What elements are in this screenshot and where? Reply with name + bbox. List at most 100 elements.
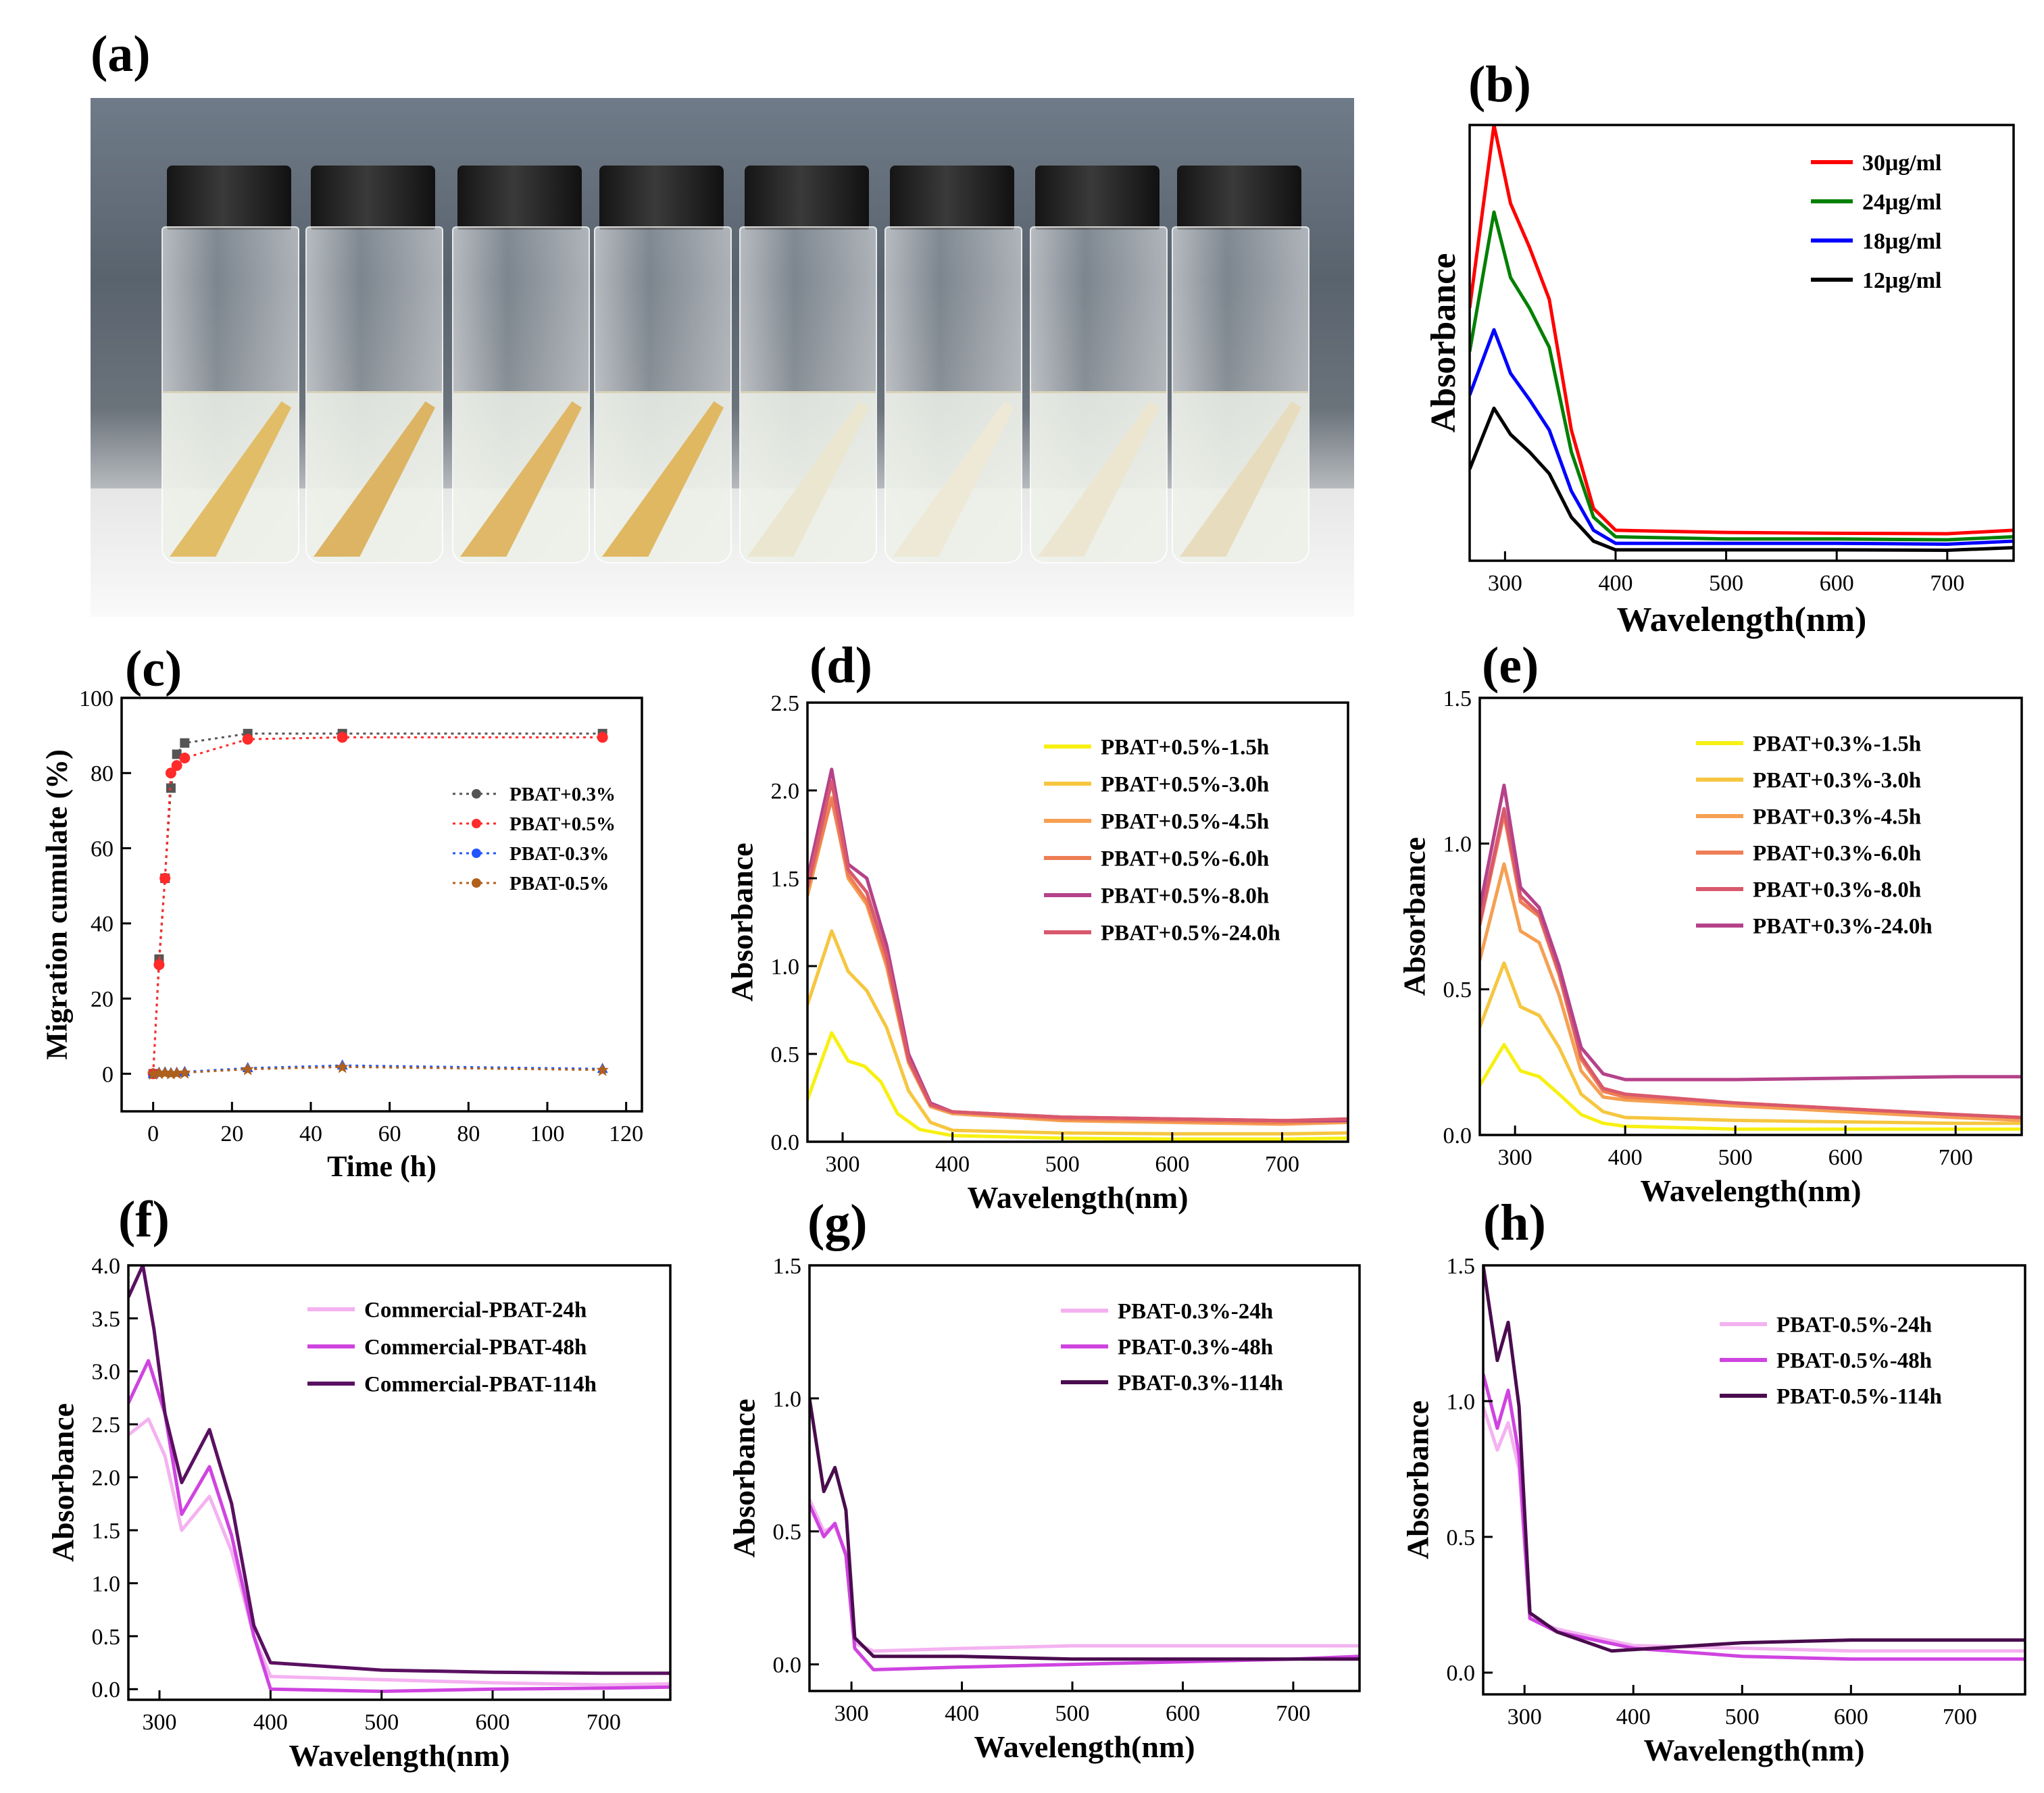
- y-tick-label: 0.0: [771, 1130, 800, 1155]
- series-line: [1470, 210, 2014, 542]
- x-tick-label: 500: [1725, 1704, 1760, 1729]
- panel-label-h: (h): [1483, 1194, 1546, 1251]
- plot-frame: [1482, 1264, 2026, 1696]
- y-tick-label: 0.5: [771, 1042, 800, 1067]
- plot-frame: [1468, 124, 2015, 562]
- y-tick-label: 1.5: [771, 867, 800, 892]
- data-point: [180, 738, 190, 748]
- legend-marker: [472, 819, 481, 828]
- legend-entry: 12μg/ml: [1811, 268, 1942, 293]
- panel-label-d: (d): [809, 637, 872, 694]
- plot-frame: [120, 697, 643, 1113]
- x-tick-label: 300: [826, 1152, 860, 1177]
- legend-label: 30μg/ml: [1862, 151, 1942, 176]
- series-f-2: [128, 1265, 670, 1675]
- legend-label: PBAT+0.5%-1.5h: [1101, 736, 1269, 760]
- x-tick-label: 700: [587, 1710, 621, 1735]
- legend-entry: PBAT+0.5%-1.5h: [1044, 736, 1269, 760]
- legend-entry: PBAT+0.5%-6.0h: [1044, 847, 1269, 872]
- x-tick-label: 600: [1834, 1704, 1868, 1729]
- vial-cap: [745, 166, 869, 230]
- legend-label: 12μg/ml: [1862, 268, 1942, 293]
- legend-label: PBAT+0.3%-1.5h: [1753, 732, 1921, 757]
- x-axis-label: Wavelength(nm): [1617, 601, 1867, 639]
- legend-entry: PBAT+0.3%: [453, 784, 616, 805]
- data-point: [241, 1063, 254, 1076]
- x-axis-label: Wavelength(nm): [967, 1180, 1188, 1215]
- x-tick-label: 600: [476, 1710, 510, 1735]
- panel-label-b: (b): [1468, 56, 1531, 113]
- x-axis-label: Wavelength(nm): [1640, 1173, 1861, 1208]
- legend-entry: PBAT+0.5%-3.0h: [1044, 773, 1269, 797]
- legend-label: PBAT-0.3%-24h: [1118, 1300, 1273, 1324]
- legend-label: 18μg/ml: [1862, 229, 1942, 254]
- legend-label: PBAT+0.5%-24.0h: [1101, 921, 1280, 946]
- legend-entry: PBAT-0.5%-48h: [1720, 1349, 1932, 1373]
- x-tick-label: 400: [945, 1701, 979, 1726]
- series-line: [1470, 406, 2014, 552]
- x-tick-label: 300: [1507, 1704, 1542, 1729]
- x-tick-label: 400: [1616, 1704, 1651, 1729]
- x-tick-label: 80: [457, 1121, 480, 1146]
- series-line: [128, 1265, 670, 1675]
- legend-label: PBAT+0.5%-3.0h: [1101, 773, 1269, 797]
- series-f-0: [128, 1417, 670, 1687]
- data-point: [172, 749, 182, 759]
- vial-cap: [599, 166, 724, 230]
- legend-marker: [472, 878, 481, 888]
- data-point: [242, 734, 253, 745]
- legend-entry: PBAT-0.5%-114h: [1720, 1385, 1942, 1409]
- series-b-0: [1470, 125, 2014, 536]
- x-tick-label: 500: [1718, 1145, 1753, 1170]
- y-tick-label: 0.0: [1443, 1123, 1472, 1148]
- data-point: [178, 1066, 191, 1079]
- y-tick-label: 3.0: [92, 1360, 121, 1385]
- legend-label: PBAT+0.3%-6.0h: [1753, 842, 1921, 866]
- x-tick-label: 500: [364, 1710, 399, 1735]
- legend-entry: PBAT+0.3%-8.0h: [1696, 878, 1921, 903]
- y-tick-label: 60: [91, 836, 114, 861]
- y-tick-label: 0.5: [92, 1625, 121, 1650]
- series-line: [1480, 813, 2022, 1119]
- vial-1: [161, 166, 299, 563]
- series-line: [1483, 1373, 2025, 1661]
- y-axis-label: Migration cumulate (%): [40, 749, 73, 1059]
- series-line: [128, 1359, 670, 1693]
- legend-entry: PBAT+0.3%-4.5h: [1696, 805, 1921, 830]
- y-tick-label: 0.5: [1447, 1525, 1476, 1550]
- legend-entry: PBAT-0.3%: [453, 843, 609, 865]
- series-g-1: [809, 1504, 1360, 1671]
- data-point: [179, 753, 191, 764]
- series-h-2: [1483, 1265, 2025, 1653]
- x-tick-label: 120: [609, 1121, 643, 1146]
- vial-glass: [1172, 226, 1310, 563]
- series-line: [1480, 783, 2022, 1082]
- y-tick-label: 3.5: [92, 1307, 121, 1332]
- legend-entry: PBAT-0.3%-114h: [1061, 1371, 1283, 1396]
- legend-entry: PBAT-0.3%-48h: [1061, 1336, 1273, 1360]
- vial-glass: [161, 226, 299, 563]
- legend-label: PBAT+0.3%-24.0h: [1753, 915, 1933, 939]
- y-tick-label: 0.5: [1443, 978, 1472, 1003]
- x-tick-label: 60: [378, 1121, 401, 1146]
- y-tick-label: 80: [91, 761, 114, 786]
- y-axis-label: Absorbance: [1424, 253, 1463, 433]
- y-tick-label: 20: [91, 987, 114, 1012]
- y-tick-label: 0: [102, 1062, 114, 1087]
- series-e-0: [1480, 1042, 2022, 1131]
- x-tick-label: 300: [1498, 1145, 1532, 1170]
- plot-frame: [1478, 697, 2023, 1136]
- series-d-5: [807, 780, 1348, 1123]
- series-line: [809, 1498, 1360, 1653]
- panel-label-c: (c): [125, 640, 182, 697]
- legend-label: PBAT+0.5%: [509, 813, 616, 835]
- series-g-0: [809, 1498, 1360, 1653]
- vial-cap: [1035, 166, 1160, 230]
- legend-label: PBAT-0.3%: [509, 843, 609, 865]
- legend-label: PBAT+0.3%-4.5h: [1753, 805, 1921, 830]
- vial-glass: [739, 226, 877, 563]
- legend-entry: PBAT+0.3%-1.5h: [1696, 732, 1921, 757]
- y-axis-label: Absorbance: [1400, 1400, 1435, 1559]
- series-e-5: [1480, 783, 2022, 1082]
- legend-label: PBAT+0.5%-4.5h: [1101, 810, 1269, 834]
